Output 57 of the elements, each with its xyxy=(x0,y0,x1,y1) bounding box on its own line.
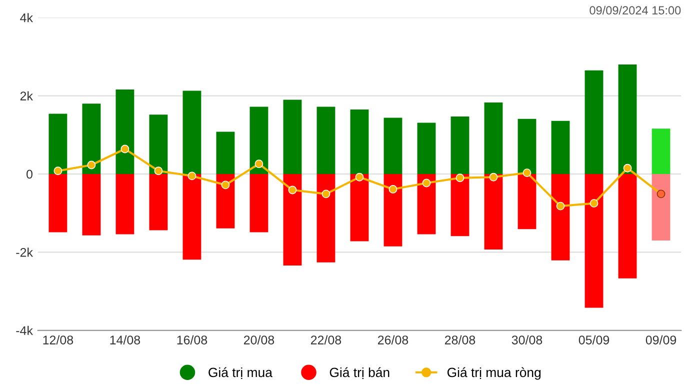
x-tick-label: 30/08 xyxy=(512,335,542,344)
x-tick-label: 16/08 xyxy=(177,335,208,344)
bar xyxy=(584,70,604,174)
bar xyxy=(116,90,134,174)
bar xyxy=(182,90,202,174)
bar xyxy=(518,174,536,230)
x-tick-label: 26/08 xyxy=(378,335,408,344)
y-tick-label: 2k xyxy=(20,91,33,100)
bar xyxy=(82,174,101,236)
bar xyxy=(618,174,637,278)
bar xyxy=(450,116,470,174)
x-tick-label: 12/08 xyxy=(43,335,74,344)
bar xyxy=(116,174,134,234)
bar xyxy=(384,174,402,246)
bar xyxy=(316,106,336,174)
bar xyxy=(484,174,503,250)
bar xyxy=(652,174,670,240)
bar xyxy=(551,120,570,174)
bar xyxy=(551,174,570,260)
bar xyxy=(182,174,202,260)
y-tick-label: -2k xyxy=(16,248,33,257)
bar xyxy=(384,118,402,174)
x-tick-label: 22/08 xyxy=(310,335,342,344)
x-tick-label: 20/08 xyxy=(244,335,274,344)
legend-label: Giá trị mua xyxy=(208,367,272,380)
y-tick-label: 0 xyxy=(26,170,32,179)
x-tick-label: 09/09 xyxy=(646,335,676,344)
bar xyxy=(216,132,235,174)
bar xyxy=(149,114,168,174)
legend-label: Giá trị bán xyxy=(330,367,390,380)
x-tick-label: 05/09 xyxy=(578,335,610,344)
bar xyxy=(283,100,302,174)
bar xyxy=(417,122,436,174)
bar xyxy=(216,174,235,228)
bar xyxy=(417,174,436,234)
bar xyxy=(48,174,68,232)
bar xyxy=(350,174,369,242)
bar xyxy=(450,174,470,236)
bar xyxy=(350,109,369,174)
y-tick-label: 4k xyxy=(20,13,33,22)
bar xyxy=(149,174,168,230)
bar xyxy=(316,174,336,262)
bar xyxy=(518,118,536,174)
text: 09/09/2024 15:00 xyxy=(590,6,681,15)
bar xyxy=(82,104,101,174)
bar xyxy=(584,174,604,308)
bar xyxy=(652,128,670,174)
bar xyxy=(250,174,268,232)
bar xyxy=(484,102,503,174)
x-tick-label: 28/08 xyxy=(444,335,476,344)
bar xyxy=(48,114,68,174)
bar xyxy=(250,106,268,174)
y-tick-label: -4k xyxy=(16,326,33,335)
legend-label: Giá trị mua ròng xyxy=(447,367,541,380)
bar xyxy=(618,64,637,174)
bar xyxy=(283,174,302,266)
x-tick-label: 14/08 xyxy=(110,335,140,344)
